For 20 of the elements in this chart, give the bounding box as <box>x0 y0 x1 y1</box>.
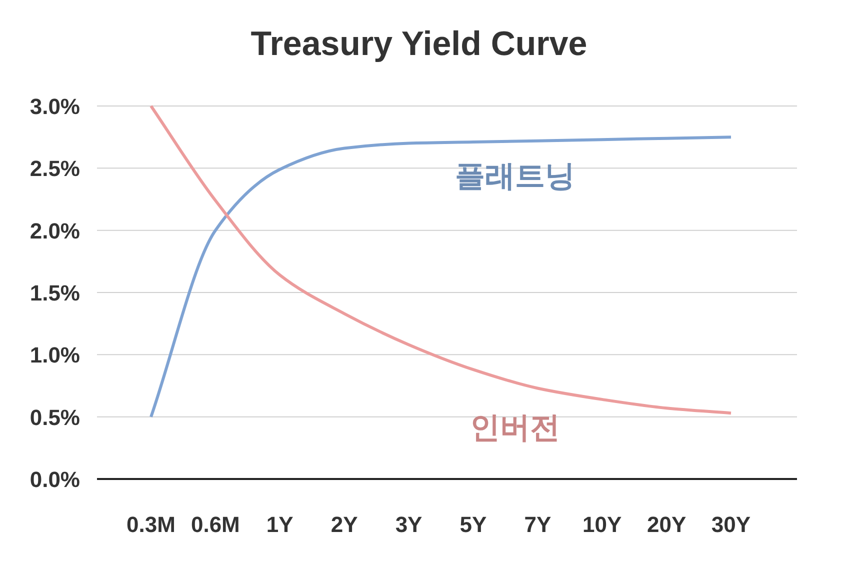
x-tick-label: 20Y <box>646 512 686 537</box>
x-tick-label: 1Y <box>266 512 294 537</box>
x-tick-label: 10Y <box>582 512 622 537</box>
series-label: 인버전 <box>470 412 560 445</box>
y-tick-label: 2.0% <box>30 218 80 244</box>
y-tick-label: 1.5% <box>30 280 80 306</box>
x-tick-label: 7Y <box>524 512 552 537</box>
y-tick-label: 2.5% <box>30 156 80 182</box>
x-tick-label: 5Y <box>460 512 487 537</box>
y-tick-label: 3.0% <box>30 94 80 119</box>
x-tick-label: 2Y <box>330 512 358 537</box>
y-tick-label: 0.0% <box>30 467 80 492</box>
x-tick-label: 0.3M <box>126 512 176 537</box>
chart-title: Treasury Yield Curve <box>250 25 588 63</box>
y-tick-label: 1.0% <box>30 342 80 368</box>
x-tick-label: 30Y <box>711 512 751 537</box>
x-tick-label: 3Y <box>395 512 423 537</box>
x-tick-label: 0.6M <box>190 512 240 537</box>
y-tick-label: 0.5% <box>30 404 80 430</box>
series-label: 플래트닝 <box>455 160 576 194</box>
